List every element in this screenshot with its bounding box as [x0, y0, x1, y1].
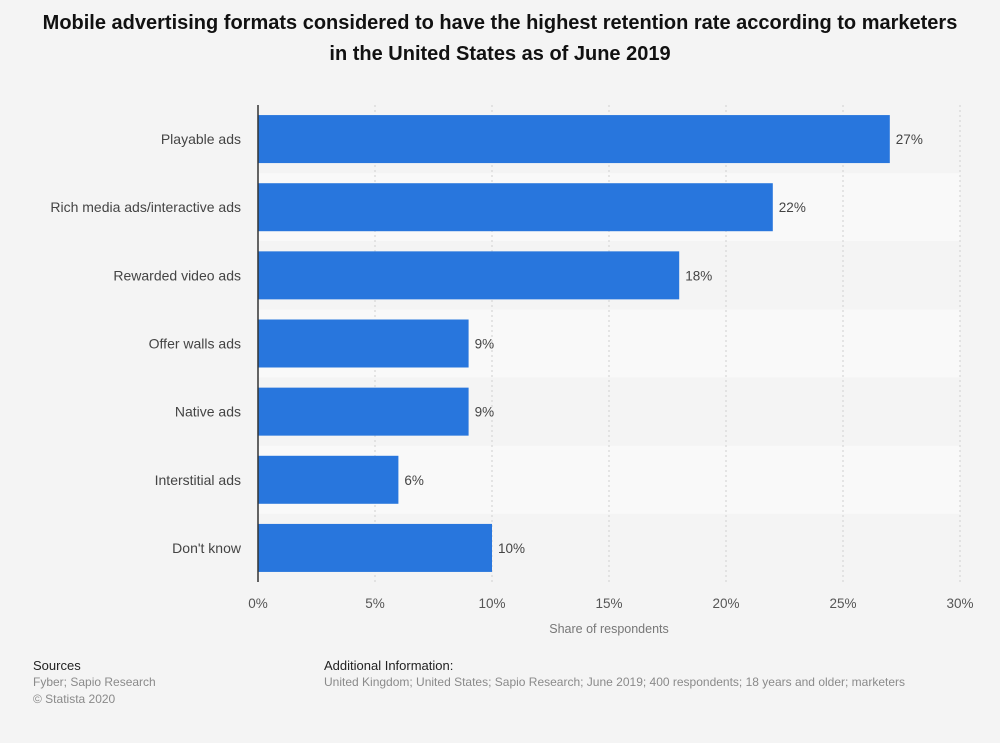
additional-info-text: United Kingdom; United States; Sapio Res…	[324, 675, 906, 689]
bar	[258, 115, 890, 164]
category-label: Native ads	[175, 404, 241, 420]
additional-info-heading: Additional Information:	[324, 658, 454, 673]
x-tick-label: 10%	[478, 596, 505, 611]
x-tick-label: 25%	[829, 596, 856, 611]
data-label: 9%	[475, 405, 495, 420]
category-label: Playable ads	[161, 131, 241, 147]
category-label: Rewarded video ads	[113, 267, 241, 283]
bar	[258, 251, 680, 300]
chart-title: Mobile advertising formats considered to…	[42, 12, 958, 65]
category-label: Rich media ads/interactive ads	[50, 199, 241, 215]
additional-info-block: Additional Information: United Kingdom; …	[324, 657, 905, 691]
category-label: Interstitial ads	[155, 472, 241, 488]
bar	[258, 523, 492, 572]
data-label: 10%	[498, 541, 525, 556]
category-label: Don't know	[172, 540, 242, 556]
sources-block: Sources Fyber; Sapio Research © Statista…	[33, 657, 156, 708]
bar	[258, 183, 773, 232]
x-tick-label: 30%	[946, 596, 973, 611]
x-tick-label: 5%	[365, 596, 385, 611]
x-tick-label: 15%	[595, 596, 622, 611]
x-tick-label: 20%	[712, 596, 739, 611]
data-label: 22%	[779, 200, 806, 215]
bar	[258, 455, 399, 504]
bar-chart: 0% 5% 10% 15% 20% 25% 30% Share of respondents P…	[50, 105, 974, 636]
x-tick-label: 0%	[248, 596, 268, 611]
x-axis-label: Share of respondents	[549, 622, 669, 636]
sources-line: Fyber; Sapio Research	[33, 675, 156, 689]
data-label: 9%	[475, 337, 495, 352]
category-label: Offer walls ads	[149, 336, 241, 352]
data-label: 18%	[685, 268, 712, 283]
sources-heading: Sources	[33, 658, 81, 673]
data-label: 27%	[896, 132, 923, 147]
data-label: 6%	[404, 473, 424, 488]
copyright-line: © Statista 2020	[33, 692, 116, 706]
bar	[258, 319, 469, 368]
bar	[258, 387, 469, 436]
